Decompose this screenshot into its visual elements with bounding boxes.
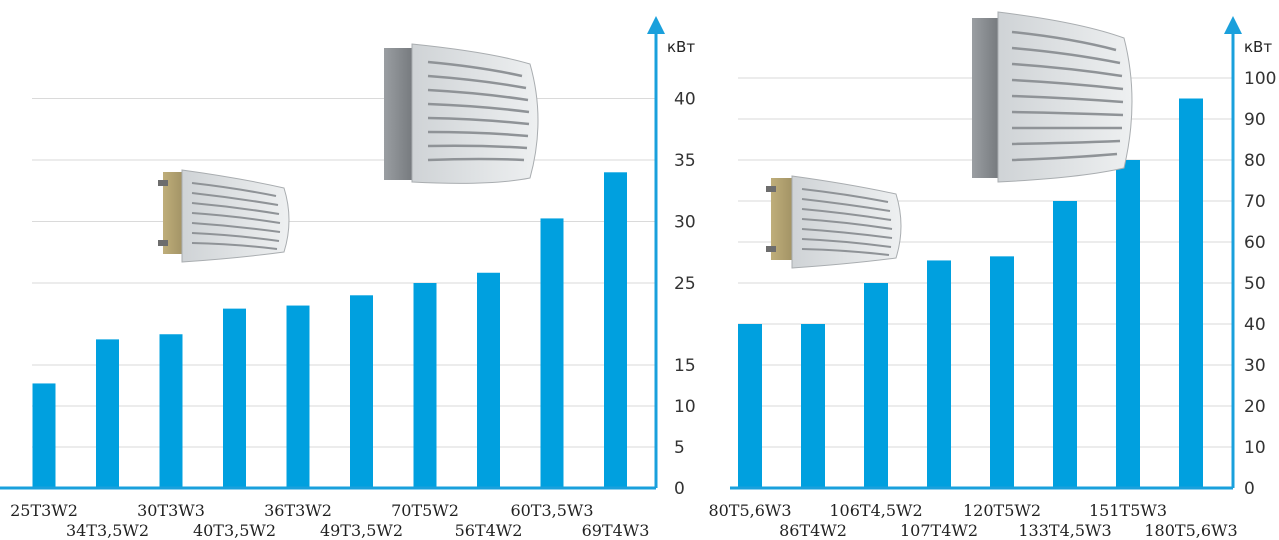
heater-image-large-left <box>384 43 539 184</box>
bar <box>604 172 627 489</box>
bar <box>223 308 246 488</box>
right-y-tick-labels: 0 10 20 30 40 50 60 70 80 90 100 <box>1244 69 1276 499</box>
bar <box>1053 201 1077 488</box>
y-tick-label: 0 <box>1244 479 1255 499</box>
x-category-label: 70T5W2 <box>391 501 459 520</box>
y-tick-label: 10 <box>1244 438 1266 458</box>
x-category-label: 106T4,5W2 <box>829 501 922 520</box>
heater-image-large-right <box>972 11 1133 183</box>
left-bar-series <box>32 172 627 489</box>
bar <box>738 324 762 488</box>
bar <box>286 305 310 488</box>
bar <box>540 218 564 489</box>
bar <box>159 334 183 488</box>
x-category-label: 107T4W2 <box>900 521 978 540</box>
heater-image-small-right <box>766 175 902 269</box>
x-category-label: 80T5,6W3 <box>708 501 791 520</box>
x-category-label: 151T5W3 <box>1089 501 1167 520</box>
y-tick-label: 70 <box>1244 192 1266 212</box>
bar <box>96 339 119 488</box>
x-category-label: 120T5W2 <box>963 501 1041 520</box>
bar <box>477 272 500 488</box>
y-tick-label: 60 <box>1244 233 1266 253</box>
y-tick-label: 20 <box>1244 397 1266 417</box>
y-tick-label: 5 <box>674 438 685 458</box>
x-category-label: 56T4W2 <box>455 521 523 540</box>
bar <box>32 383 56 488</box>
heater-image-small-left <box>158 169 290 263</box>
x-category-label: 25T3W2 <box>10 501 78 520</box>
y-tick-label: 30 <box>1244 356 1266 376</box>
x-category-label: 60T3,5W3 <box>510 501 593 520</box>
right-category-labels: 80T5,6W386T4W2106T4,5W2107T4W2120T5W2133… <box>708 501 1237 540</box>
right-axis-arrow-icon <box>1224 16 1242 34</box>
y-tick-label: 30 <box>674 213 696 233</box>
x-category-label: 133T4,5W3 <box>1018 521 1111 540</box>
x-category-label: 36T3W2 <box>264 501 332 520</box>
bar <box>864 283 888 488</box>
y-tick-label: 15 <box>674 356 696 376</box>
x-category-label: 86T4W2 <box>779 521 847 540</box>
x-category-label: 30T3W3 <box>137 501 205 520</box>
x-category-label: 40T3,5W2 <box>193 521 276 540</box>
y-tick-label: 35 <box>674 151 696 171</box>
left-gridlines <box>32 98 656 448</box>
bar <box>413 283 437 488</box>
bar <box>1116 160 1140 488</box>
y-tick-label: 50 <box>1244 274 1266 294</box>
right-unit-label: кВт <box>1244 38 1272 56</box>
bar <box>1179 98 1203 488</box>
right-bar-series <box>738 98 1203 488</box>
y-tick-label: 80 <box>1244 151 1266 171</box>
x-category-label: 180T5,6W3 <box>1144 521 1237 540</box>
bar <box>350 295 373 488</box>
y-tick-label: 90 <box>1244 110 1266 130</box>
x-category-label: 34T3,5W2 <box>66 521 149 540</box>
y-tick-label: 40 <box>1244 315 1266 335</box>
left-category-labels: 25T3W234T3,5W230T3W340T3,5W236T3W249T3,5… <box>10 501 649 540</box>
left-power-chart: 0 5 10 15 25 30 35 40 25T3W234T3,5W230T3W340T3,… <box>0 16 696 540</box>
left-unit-label: кВт <box>667 38 695 56</box>
y-tick-label: 100 <box>1244 69 1276 89</box>
bar <box>801 324 825 488</box>
left-axis-arrow-icon <box>647 16 665 34</box>
y-tick-label: 25 <box>674 274 696 294</box>
y-tick-label: 10 <box>674 397 696 417</box>
x-category-label: 49T3,5W2 <box>320 521 403 540</box>
x-category-label: 69T4W3 <box>582 521 650 540</box>
y-tick-label: 0 <box>674 479 685 499</box>
y-tick-label: 40 <box>674 90 696 110</box>
bar <box>990 256 1014 488</box>
bar <box>927 260 951 488</box>
left-y-tick-labels: 0 5 10 15 25 30 35 40 <box>674 90 696 500</box>
right-power-chart: 0 10 20 30 40 50 60 70 80 90 100 80T5,6W386T4W2106… <box>708 16 1276 540</box>
